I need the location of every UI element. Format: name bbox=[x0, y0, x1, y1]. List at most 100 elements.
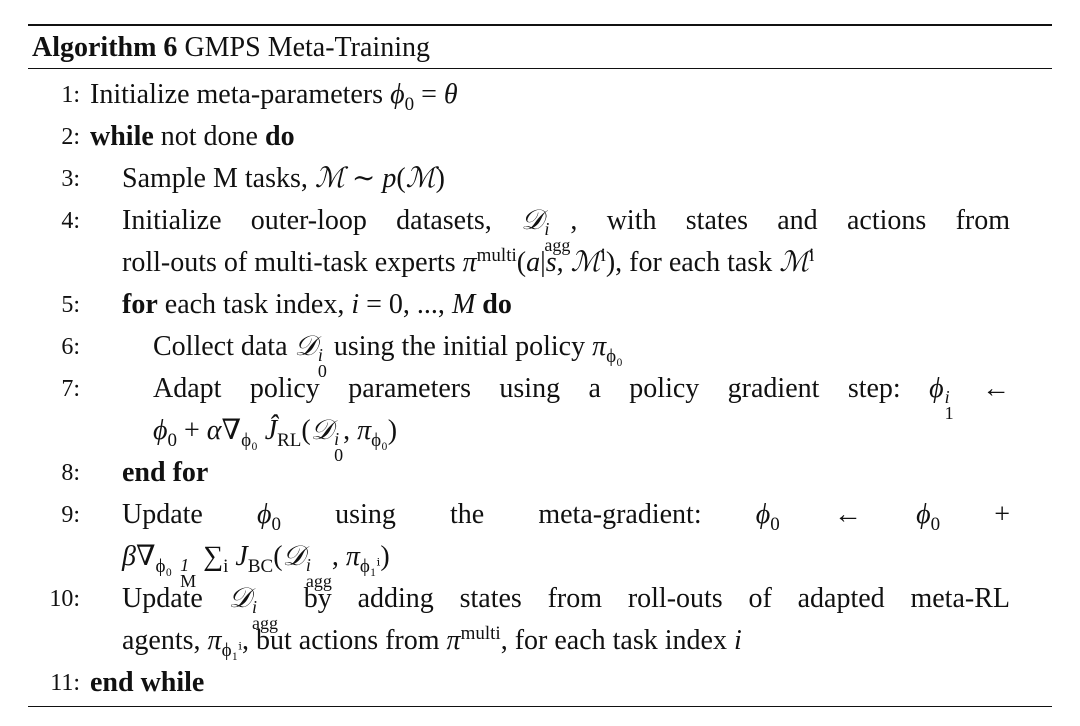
line-content: for each task index, i = 0, ..., M do bbox=[122, 284, 512, 326]
text-segment: agents, bbox=[122, 625, 208, 656]
line-content: roll-outs of multi-task experts πmulti(a… bbox=[122, 242, 814, 284]
segment: ∼ bbox=[345, 163, 382, 194]
segment: ∇ϕ₀ bbox=[136, 541, 172, 576]
superscript: i bbox=[252, 597, 258, 617]
algorithm-line: 8: end for bbox=[0, 452, 1080, 494]
text-segment: roll-outs of multi-task experts bbox=[122, 247, 463, 278]
subscript: ϕ₀ bbox=[606, 346, 623, 367]
subscript: M bbox=[180, 571, 197, 591]
superscript: i bbox=[317, 345, 323, 365]
keyword: do bbox=[265, 121, 295, 152]
segment: do bbox=[482, 289, 512, 320]
subscript: 0 bbox=[930, 514, 941, 535]
math-symbol: ϕ bbox=[153, 415, 168, 446]
segment: = 0, ..., bbox=[359, 289, 452, 320]
segment: using the meta-gradient: bbox=[281, 499, 756, 530]
segment: ), for each task bbox=[606, 247, 779, 278]
segment: πϕ₁ⁱ bbox=[208, 625, 242, 660]
segment: πϕ₀ bbox=[592, 331, 623, 366]
math-symbol: ϕ bbox=[390, 79, 405, 110]
segment: α bbox=[207, 415, 222, 446]
math-symbol: θ bbox=[443, 79, 458, 110]
segment: πϕ₀ bbox=[357, 415, 388, 450]
segment: ∑i bbox=[196, 541, 228, 576]
text-segment: ( bbox=[396, 163, 406, 194]
math-symbol: ϕ bbox=[755, 499, 771, 530]
math-symbol: i bbox=[733, 625, 742, 656]
subscript: ϕ₀ bbox=[241, 430, 258, 451]
text-segment: by adding states from roll-outs of adapt… bbox=[278, 583, 1010, 614]
math-symbol: a bbox=[526, 247, 541, 278]
math-symbol: ℳ bbox=[570, 247, 601, 278]
superscript: i bbox=[944, 387, 950, 407]
line-number: 8: bbox=[61, 460, 80, 486]
text-segment: ← bbox=[779, 499, 917, 530]
superscript: i bbox=[600, 245, 606, 266]
segment: β bbox=[122, 541, 136, 572]
segment: ϕ0 bbox=[257, 499, 281, 534]
subscript: ϕ₁ⁱ bbox=[221, 640, 243, 661]
line-content: while not done do bbox=[90, 116, 295, 158]
text-segment: ( bbox=[301, 415, 311, 446]
math-symbol: ϕ bbox=[929, 373, 944, 404]
segment: ℳ bbox=[315, 163, 345, 194]
math-symbol: α bbox=[206, 415, 222, 446]
text-segment bbox=[258, 415, 265, 446]
segment: ϕ0 bbox=[153, 415, 177, 450]
line-number: 2: bbox=[61, 124, 80, 150]
subscript: 0 bbox=[404, 94, 415, 115]
text-segment: , but actions from bbox=[242, 625, 447, 656]
segment: , bbox=[557, 247, 571, 278]
segment: Collect data bbox=[153, 331, 295, 362]
text-segment: Sample M tasks, bbox=[122, 163, 315, 194]
segment: ) bbox=[380, 541, 389, 572]
sup-sub: i agg bbox=[306, 556, 332, 590]
line-content: end while bbox=[90, 662, 204, 704]
segment: ℳi bbox=[570, 245, 606, 278]
text-segment: ∑ bbox=[196, 541, 224, 572]
math-symbol: 𝒟 bbox=[294, 331, 317, 362]
superscript: i bbox=[544, 219, 550, 239]
segment: p bbox=[382, 163, 396, 194]
segment: Update bbox=[122, 499, 257, 530]
line-content: Adapt policy parameters using a policy g… bbox=[153, 368, 1010, 422]
algorithm-title: GMPS Meta-Training bbox=[184, 32, 430, 63]
subscript: BC bbox=[247, 556, 274, 577]
line-content: Update ϕ0 using the meta-gradient: ϕ0 ← … bbox=[122, 494, 1010, 536]
segment: πmulti bbox=[463, 245, 517, 278]
segment: roll-outs of multi-task experts bbox=[122, 247, 463, 278]
subscript: ϕ₀ bbox=[155, 556, 173, 577]
text-segment: Initialize meta-parameters bbox=[90, 79, 391, 110]
math-symbol: 𝒟 bbox=[521, 205, 544, 236]
line-number: 5: bbox=[61, 292, 80, 318]
subscript: 0 bbox=[770, 514, 780, 535]
segment: πmulti bbox=[447, 623, 501, 656]
superscript: multi bbox=[476, 245, 517, 266]
segment: Adapt policy parameters using a policy g… bbox=[153, 373, 929, 404]
line-content: agents, πϕ₁ⁱ, but actions from πmulti, f… bbox=[122, 620, 742, 662]
segment: Sample M tasks, bbox=[122, 163, 315, 194]
keyword: for bbox=[122, 289, 158, 320]
algorithm-line: 2: while not done do bbox=[0, 116, 1080, 158]
text-segment: + bbox=[940, 499, 1011, 530]
segment: ϕ0 bbox=[916, 499, 940, 534]
math-symbol: ℳ bbox=[405, 163, 436, 194]
algorithm-line: roll-outs of multi-task experts πmulti(a… bbox=[0, 242, 1080, 284]
superscript: multi bbox=[460, 623, 501, 644]
segment: do bbox=[265, 121, 295, 152]
text-segment: | bbox=[540, 247, 546, 278]
segment: πϕ₁ⁱ bbox=[346, 541, 380, 576]
subscript: ϕ₁ⁱ bbox=[359, 556, 381, 577]
segment: ϕ0 bbox=[755, 499, 780, 534]
top-rule bbox=[28, 24, 1052, 26]
segment: for bbox=[122, 289, 158, 320]
